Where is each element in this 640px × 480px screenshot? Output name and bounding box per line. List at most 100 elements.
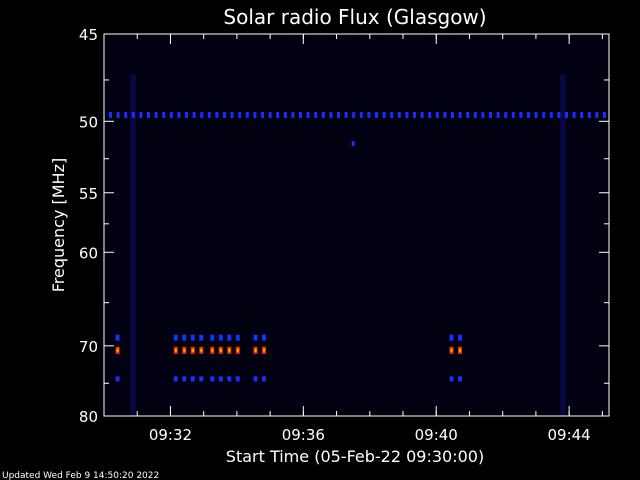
background-noise-stripe [215, 34, 217, 416]
background-noise-stripe [581, 34, 583, 416]
burst-blue-upper [458, 334, 462, 341]
interference-dot [337, 111, 340, 118]
background-noise-stripe [425, 34, 427, 416]
interference-dot [109, 111, 112, 118]
y-tick-label: 45 [79, 26, 98, 44]
burst-blue-lower [449, 376, 454, 382]
plot-frame [103, 33, 610, 417]
background-noise-stripe [413, 34, 415, 416]
burst-blue-lower [235, 376, 240, 382]
interference-dot [314, 111, 318, 118]
background-noise-stripe [233, 34, 235, 416]
burst-blue-lower [190, 376, 195, 382]
background-noise-stripe [479, 34, 481, 416]
burst-hot [183, 348, 186, 352]
x-tick-label: 09:44 [548, 426, 591, 444]
background-noise-stripe [227, 34, 229, 416]
burst-blue-lower [199, 376, 204, 382]
chart-title: Solar radio Flux (Glasgow) [223, 5, 486, 29]
background-noise-stripe [605, 34, 607, 416]
y-tick-label: 60 [79, 244, 98, 262]
interference-dot [420, 111, 424, 118]
background-noise-stripe [521, 34, 523, 416]
background-noise-stripe [341, 34, 343, 416]
burst-blue-lower [262, 376, 266, 382]
burst-blue-upper [253, 334, 258, 341]
burst-hot [228, 348, 231, 352]
interference-dot [382, 111, 386, 118]
noise-dot [351, 141, 355, 147]
background-noise-stripe [455, 34, 457, 416]
background-noise-stripe [119, 34, 121, 416]
interference-dot [534, 111, 538, 118]
burst-blue-upper [173, 334, 178, 341]
background-noise-stripe [407, 34, 409, 416]
background-noise-stripe [251, 34, 253, 416]
background-noise-stripe [161, 34, 163, 416]
interference-dot [435, 111, 439, 118]
burst-hot [254, 348, 257, 352]
burst-hot [191, 348, 194, 352]
background-noise-stripe [257, 34, 259, 416]
interference-dot [595, 111, 599, 118]
background-noise-stripe [323, 34, 325, 416]
axes-layer: 45 50 55 60 70 80 09:32 09:36 09:40 09:44 [79, 26, 610, 444]
burst-blue-upper [210, 334, 215, 341]
burst-hot [459, 348, 461, 352]
background-noise-stripe [329, 34, 331, 416]
background-noise-stripe [269, 34, 271, 416]
interference-dot [397, 111, 401, 118]
interference-dot [473, 111, 477, 118]
interference-dot [352, 111, 356, 118]
interference-dot [207, 111, 211, 118]
background-noise-stripe [557, 34, 559, 416]
interference-dot [139, 111, 143, 118]
interference-dot [451, 111, 454, 118]
x-tick-label: 09:32 [149, 426, 192, 444]
footer-updated-text: Updated Wed Feb 9 14:50:20 2022 [2, 471, 159, 480]
interference-dot [291, 111, 295, 118]
interference-dot [283, 111, 287, 118]
interference-dot [147, 111, 150, 118]
y-tick-label: 80 [79, 408, 98, 426]
interference-dot [565, 111, 568, 118]
interference-dot [549, 111, 553, 118]
background-noise-stripe [335, 34, 337, 416]
background-noise-stripe [503, 34, 505, 416]
interference-dot [238, 111, 242, 118]
y-axis-label: Frequency [MHz] [49, 158, 68, 292]
interference-dot [124, 111, 128, 118]
background-noise-stripe [107, 34, 109, 416]
background-noise-stripe [461, 34, 463, 416]
background-noise-stripe [203, 34, 205, 416]
background-noise-stripe [533, 34, 535, 416]
burst-blue-lower [458, 376, 462, 382]
background-noise-stripe [293, 34, 295, 416]
burst-blue-lower [218, 376, 223, 382]
interference-dot [200, 111, 204, 118]
background-noise-stripe [155, 34, 157, 416]
interference-dot [511, 111, 515, 118]
burst-blue-lower [210, 376, 215, 382]
background-noise-stripe [419, 34, 421, 416]
interference-dot [230, 111, 234, 118]
interference-dot [245, 111, 249, 118]
background-noise-stripe [299, 34, 301, 416]
interference-dot [580, 111, 584, 118]
background-noise-stripe [485, 34, 487, 416]
background-noise-stripe [347, 34, 349, 416]
background-noise-stripe [437, 34, 439, 416]
burst-hot [116, 348, 119, 352]
x-tick-label: 09:40 [415, 426, 458, 444]
interference-dot [321, 111, 325, 118]
background-noise-stripe [431, 34, 433, 416]
interference-dot [413, 111, 416, 118]
background-noise-stripe [395, 34, 397, 416]
background-noise-stripe [401, 34, 403, 416]
interference-dot [162, 111, 166, 118]
interference-dot [185, 111, 188, 118]
burst-hot [236, 348, 239, 352]
burst-blue-upper [115, 334, 120, 341]
background-noise-stripe [221, 34, 223, 416]
